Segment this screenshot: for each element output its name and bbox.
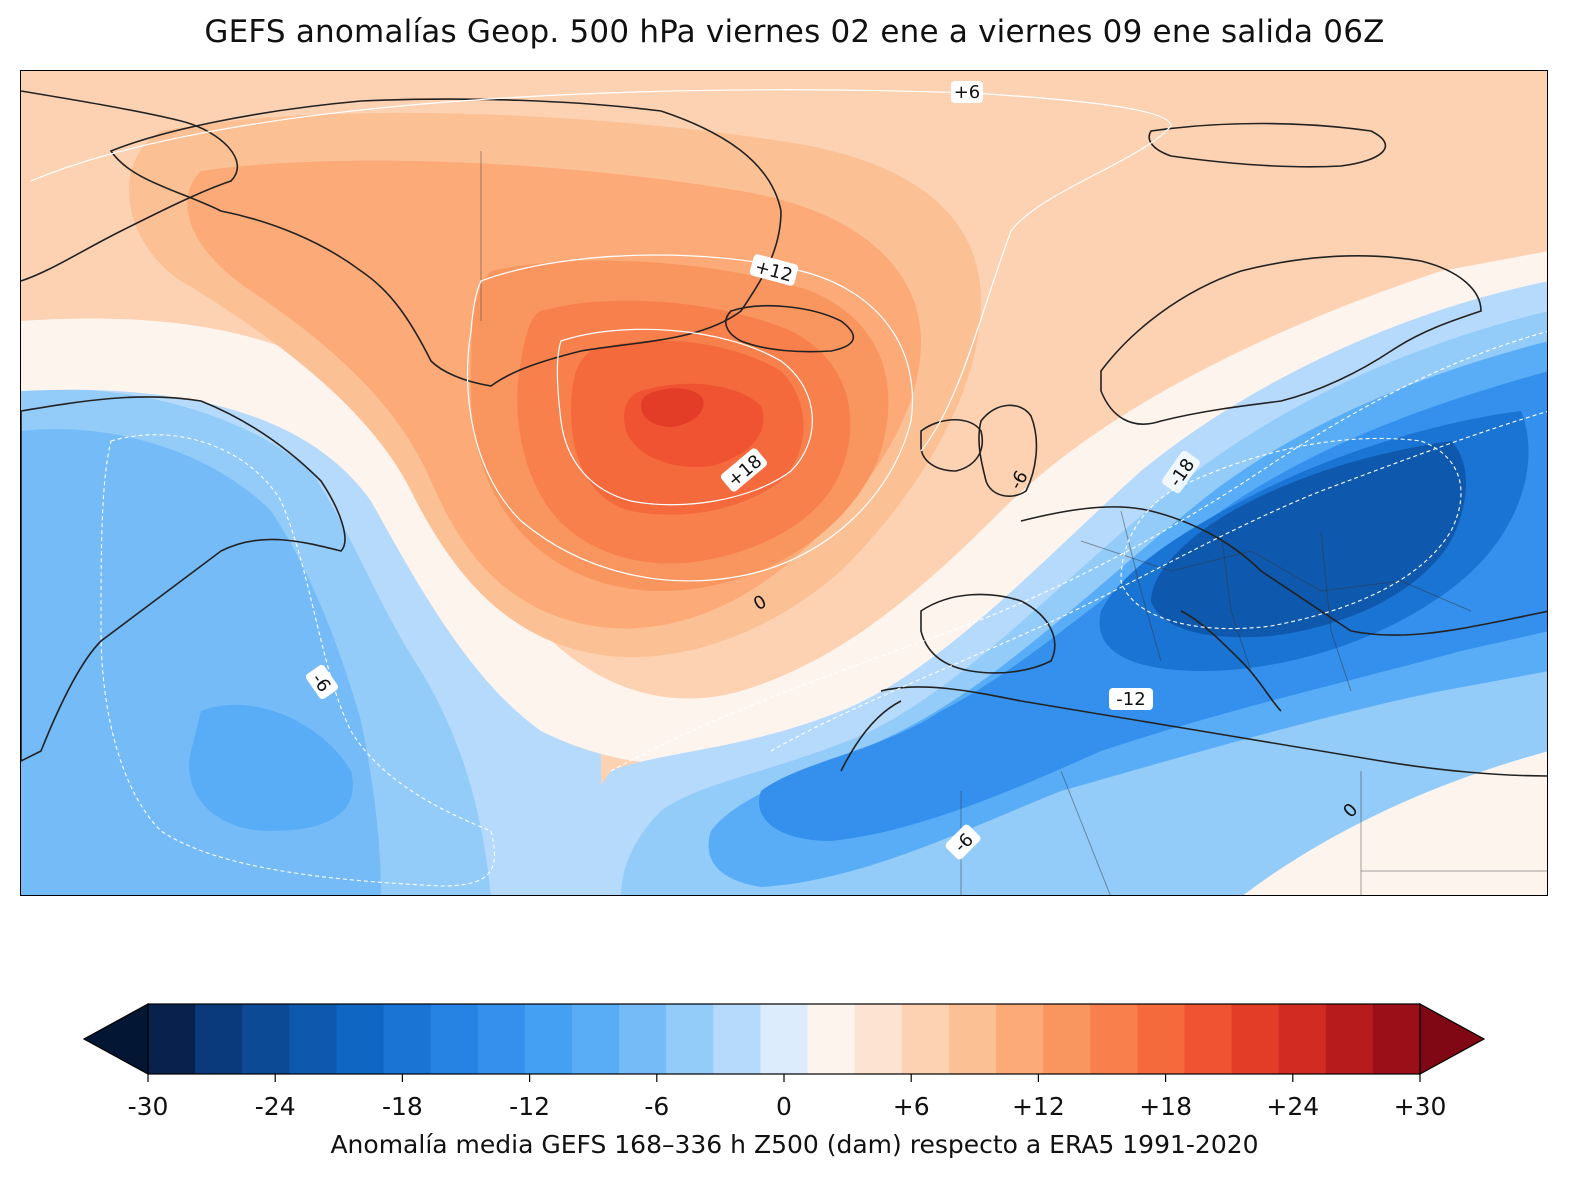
colorbar-tick-label: -6 [644,1092,670,1121]
colorbar-swatch [242,1004,290,1074]
colorbar-swatch [336,1004,385,1074]
pos-max [641,388,704,427]
borders [480,151,1547,895]
contour-minus18 [1120,437,1462,630]
colorbar-swatch [1090,1004,1138,1074]
colorbar-tick-label: +18 [1139,1092,1192,1121]
contour-minus6-east [610,331,1547,772]
colorbar-extend-low [82,1002,149,1076]
colorbar-tick-label: +6 [892,1092,930,1121]
colorbar-swatch [666,1004,714,1074]
colorbar-tick-label: +30 [1393,1092,1447,1121]
colorbar-extend-high [1419,1002,1486,1076]
colorbar-swatch [1372,1004,1421,1074]
coastlines [21,90,1547,777]
colorbar-swatch [1231,1004,1280,1074]
pos-field-se [1243,751,1547,895]
colorbar-swatch [1137,1004,1185,1074]
colorbar-tick-label: -24 [254,1092,296,1121]
scandinavia-coast [1100,254,1482,425]
colorbar-swatch [1184,1004,1233,1074]
colorbar-tick-label: +24 [1266,1092,1320,1121]
colorbar-swatch [1043,1004,1091,1074]
contour-label-plus6: +6 [954,82,981,103]
colorbar-label: Anomalía media GEFS 168–336 h Z500 (dam)… [330,1130,1259,1159]
colorbar-swatch [524,1004,573,1074]
contour-label-bg-2 [749,254,799,286]
europe-borders-3 [1220,530,1252,672]
contour-label-bg-7 [1162,450,1200,494]
colorbar-swatch [619,1004,667,1074]
colorbar-swatch [430,1004,479,1074]
colorbar-swatch [1278,1004,1327,1074]
zero-band [21,251,1547,765]
map-title: GEFS anomalías Geop. 500 hPa viernes 02 … [204,14,1385,50]
anomaly-map: +6 +12 +18 0 -6 -6 -18 -12 0 -6 [20,70,1548,896]
colorbar-svg [82,1002,1486,1082]
britain-coast [978,404,1038,497]
neg-min-europe [1151,441,1466,638]
contour-label-bg-5 [305,664,339,700]
europe-borders-1 [1080,540,1472,612]
colorbar-swatch [713,1004,761,1074]
africa-border-2 [1060,770,1111,895]
anomaly-map-svg: +6 +12 +18 0 -6 -6 -18 -12 0 -6 [21,71,1547,895]
colorbar-swatch [760,1004,809,1074]
colorbar-tick-label: -30 [127,1092,169,1121]
europe-north-coast [1020,506,1547,636]
north-america-coast [21,396,346,762]
svalbard-coast [1148,122,1387,168]
contour-label-bg-3 [720,448,768,492]
north-africa-coast [880,686,1547,777]
colorbar-tick-label: +12 [1012,1092,1065,1121]
colorbar-swatch [148,1004,196,1074]
colorbar [0,990,1589,1190]
colorbar-swatch [572,1004,620,1074]
colorbar-swatch [289,1004,337,1074]
contour-label-bg-10 [945,824,981,860]
contour-minus6-west [100,434,495,887]
iceland-coast [725,305,855,353]
contour-plus6 [30,89,1172,452]
contour-minus12 [770,411,1547,752]
colorbar-swatch [195,1004,243,1074]
europe-borders-4 [1320,530,1352,692]
colorbar-swatch [854,1004,903,1074]
colorbar-swatch [996,1004,1044,1074]
colorbar-swatch [1325,1004,1374,1074]
colorbar-swatch [477,1004,526,1074]
ireland-coast [920,419,983,472]
morocco-coast [840,700,902,772]
contour-label-minus12: -12 [1116,689,1145,710]
colorbar-tick-label: 0 [776,1092,792,1121]
neg-min-west [189,704,353,831]
contour-label-bg-1 [951,81,983,103]
contour-lines-negative [100,331,1547,887]
contour-plus18 [556,328,813,506]
arctic-canada-coast [21,90,238,282]
iberia-coast [920,593,1056,674]
colorbar-tick-label: -12 [509,1092,551,1121]
colorbar-swatch [948,1004,997,1074]
europe-borders-2 [1120,510,1162,662]
greenland-coast [109,98,782,387]
colorbar-swatch [901,1004,950,1074]
italy-coast [1180,610,1282,712]
colorbar-swatch [807,1004,856,1074]
colorbar-tick-label: -18 [381,1092,423,1121]
colorbar-swatch [383,1004,432,1074]
contour-label-bg-8 [1109,688,1153,710]
